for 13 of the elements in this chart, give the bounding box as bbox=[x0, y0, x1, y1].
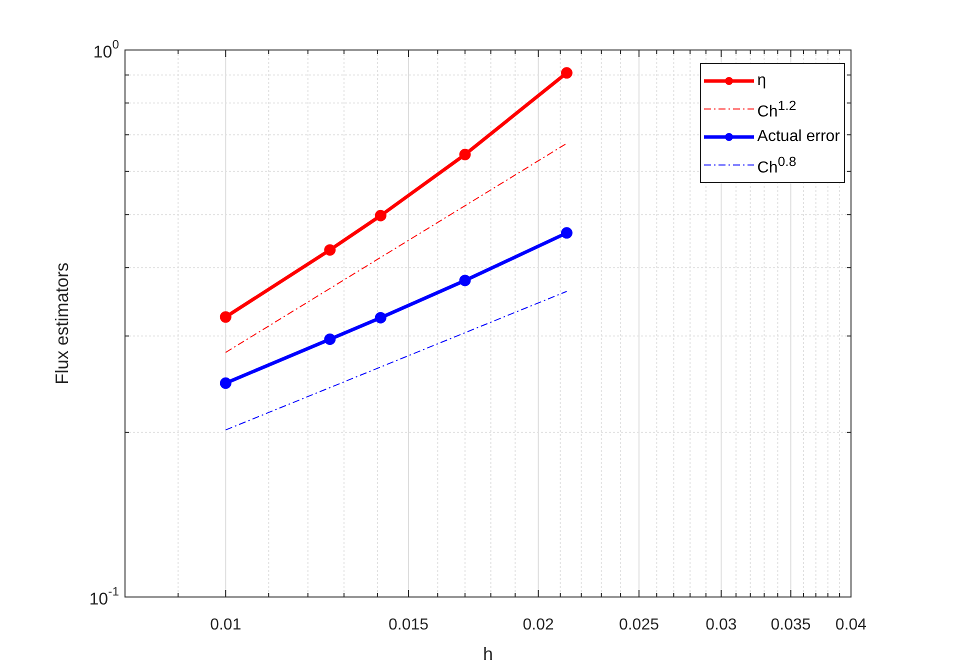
legend-label: Ch$^{0.8}$ bbox=[757, 152, 796, 178]
y-axis-title: Flux estimators bbox=[52, 262, 72, 385]
x-tick-label: 0.02 bbox=[522, 616, 554, 634]
x-tick-label: 0.04 bbox=[835, 616, 867, 634]
legend-label: Ch$^{1.2}$ bbox=[757, 96, 796, 122]
legend-label: η bbox=[757, 71, 766, 91]
x-tick-label: 0.01 bbox=[210, 616, 242, 634]
x-axis-title: h bbox=[482, 644, 494, 664]
x-tick-label: 0.03 bbox=[706, 616, 737, 634]
x-tick-label: 0.025 bbox=[618, 616, 660, 634]
legend-label: Actual error bbox=[757, 127, 840, 147]
x-tick-label: 0.035 bbox=[770, 616, 811, 634]
x-tick-label: 0.015 bbox=[388, 616, 429, 634]
